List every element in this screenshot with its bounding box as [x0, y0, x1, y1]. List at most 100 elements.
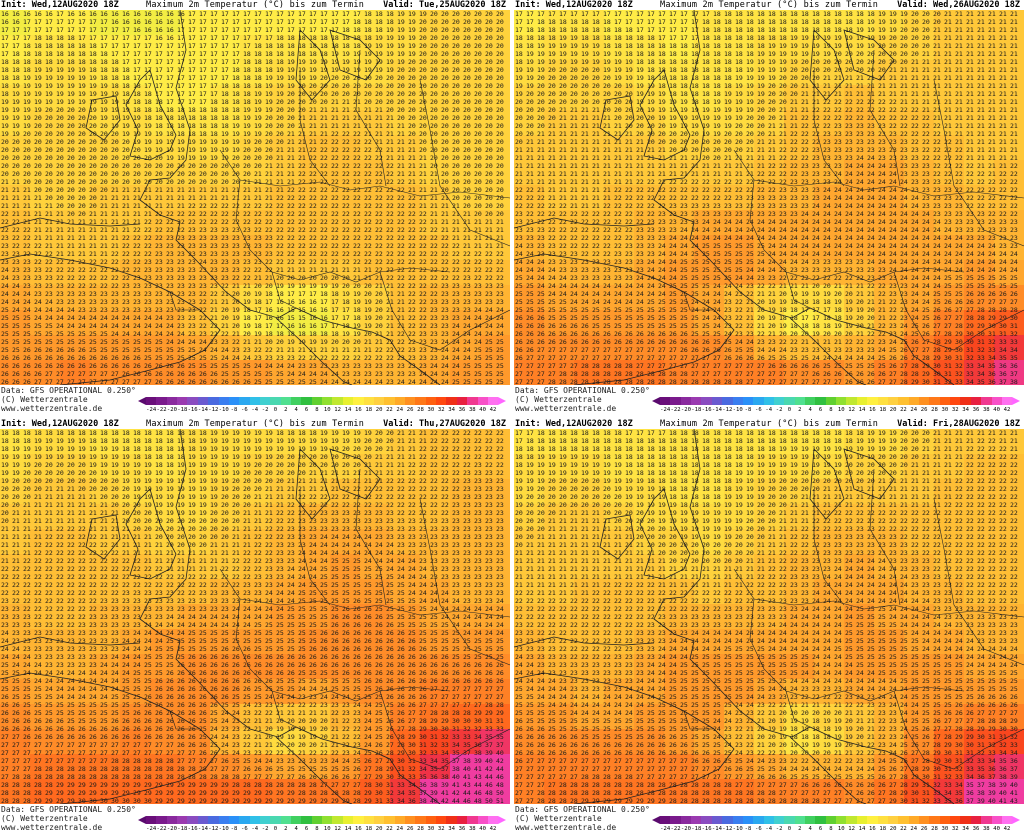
temperature-value: 20 [12, 170, 20, 178]
temperature-value: 26 [177, 370, 185, 378]
temperature-value: 24 [276, 362, 284, 370]
temperature-value: 21 [56, 234, 64, 242]
temperature-value: 22 [342, 178, 350, 186]
temperature-value: 21 [56, 242, 64, 250]
temperature-value: 26 [867, 370, 875, 378]
temperature-value: 22 [309, 170, 317, 178]
temperature-value: 25 [221, 362, 229, 370]
temperature-value: 29 [966, 322, 974, 330]
temperature-value: 20 [496, 178, 504, 186]
temperature-value: 19 [364, 314, 372, 322]
temperature-value: 21 [636, 146, 644, 154]
temperature-value: 23 [537, 226, 545, 234]
temperature-value: 19 [812, 42, 820, 50]
temperature-value: 22 [834, 106, 842, 114]
temperature-value: 20 [515, 130, 523, 138]
website-link[interactable]: www.wetterzentrale.de [1, 404, 102, 413]
temperature-value: 27 [526, 370, 534, 378]
temperature-value: 21 [900, 90, 908, 98]
temperature-value: 23 [485, 298, 493, 306]
temperature-value: 22 [309, 154, 317, 162]
temperature-cell [30, 360, 61, 385]
temperature-value: 23 [944, 202, 952, 210]
temperature-value: 22 [419, 218, 427, 226]
temperature-value: 25 [570, 314, 578, 322]
temperature-value: 22 [867, 98, 875, 106]
temperature-value: 25 [669, 298, 677, 306]
temperature-value: 24 [691, 234, 699, 242]
temperature-value: 22 [592, 226, 600, 234]
temperature-value: 19 [1, 122, 9, 130]
temperature-value: 20 [441, 186, 449, 194]
temperature-value: 17 [122, 42, 130, 50]
temperature-value: 19 [232, 122, 240, 130]
temperature-value: 21 [254, 186, 262, 194]
temperature-value: 19 [1, 98, 9, 106]
temperature-value: 21 [966, 114, 974, 122]
temperature-value: 21 [419, 178, 427, 186]
temperature-value: 30 [955, 338, 963, 346]
temperature-value: 17 [188, 26, 196, 34]
temperature-cell [420, 360, 451, 385]
temperature-value: 16 [166, 34, 174, 42]
temperature-value: 18 [658, 42, 666, 50]
temperature-value: 21 [408, 186, 416, 194]
temperature-value: 20 [386, 106, 394, 114]
temperature-value: 20 [474, 18, 482, 26]
temperature-value: 17 [166, 98, 174, 106]
temperature-value: 22 [625, 186, 633, 194]
temperature-value: 20 [592, 98, 600, 106]
temperature-value: 22 [944, 170, 952, 178]
temperature-value: 17 [23, 18, 31, 26]
temperature-value: 26 [515, 314, 523, 322]
temperature-value: 27 [669, 346, 677, 354]
temperature-value: 22 [889, 314, 897, 322]
temperature-value: 22 [133, 226, 141, 234]
temperature-value: 24 [452, 370, 460, 378]
legend-swatch [877, 397, 888, 405]
temperature-value: 19 [34, 106, 42, 114]
temperature-value: 23 [889, 154, 897, 162]
temperature-value: 18 [364, 26, 372, 34]
temperature-value: 19 [581, 42, 589, 50]
temperature-value: 18 [298, 42, 306, 50]
temperature-value: 24 [713, 282, 721, 290]
temperature-value: 24 [287, 370, 295, 378]
temperature-value: 22 [45, 250, 53, 258]
temperature-value: 17 [166, 90, 174, 98]
temperature-value: 22 [320, 138, 328, 146]
temperature-value: 26 [669, 330, 677, 338]
temperature-value: 20 [463, 202, 471, 210]
temperature-cell [0, 10, 31, 36]
temperature-value: 18 [287, 330, 295, 338]
temperature-value: 22 [287, 258, 295, 266]
temperature-value: 21 [122, 194, 130, 202]
temperature-value: 24 [878, 218, 886, 226]
temperature-value: 21 [570, 130, 578, 138]
temperature-value: 19 [386, 58, 394, 66]
temperature-value: 26 [559, 322, 567, 330]
temperature-value: 22 [364, 162, 372, 170]
temperature-value: 24 [779, 258, 787, 266]
temperature-value: 23 [900, 154, 908, 162]
temperature-value: 20 [89, 194, 97, 202]
temperature-value: 23 [625, 250, 633, 258]
temperature-value: 18 [636, 34, 644, 42]
temperature-value: 20 [430, 162, 438, 170]
temperature-value: 21 [966, 106, 974, 114]
temperature-value: 20 [265, 282, 273, 290]
temperature-cell [180, 310, 211, 336]
temperature-value: 25 [100, 330, 108, 338]
temperature-value: 22 [331, 226, 339, 234]
temperature-value: 23 [900, 138, 908, 146]
temperature-value: 21 [900, 98, 908, 106]
website-link[interactable]: www.wetterzentrale.de [515, 404, 616, 413]
temperature-value: 18 [647, 74, 655, 82]
temperature-value: 20 [463, 130, 471, 138]
temperature-value: 23 [812, 146, 820, 154]
temperature-value: 20 [386, 82, 394, 90]
temperature-value: 21 [603, 194, 611, 202]
temperature-value: 16 [265, 314, 273, 322]
temperature-value: 22 [342, 250, 350, 258]
temperature-value: 24 [856, 162, 864, 170]
